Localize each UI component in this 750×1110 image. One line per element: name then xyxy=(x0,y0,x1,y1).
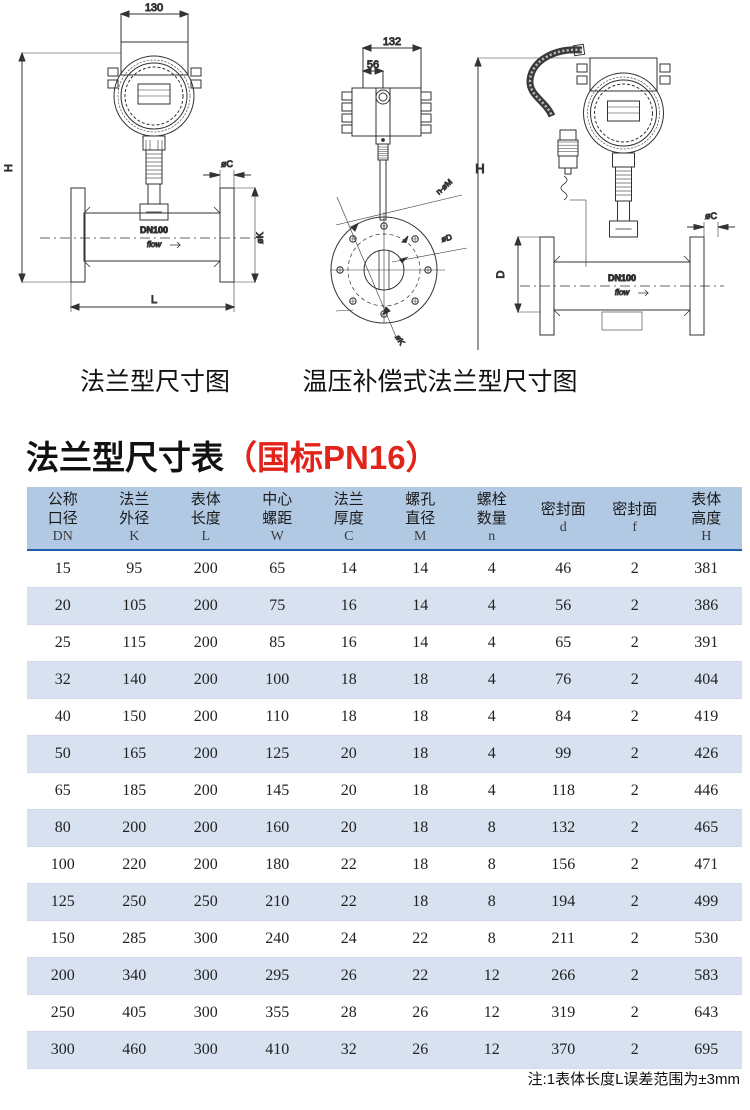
svg-text:D: D xyxy=(495,270,507,278)
svg-text:øK: øK xyxy=(255,232,265,244)
svg-text:H: H xyxy=(475,161,484,176)
svg-text:n-øM: n-øM xyxy=(434,177,454,196)
svg-text:DN100: DN100 xyxy=(608,273,636,283)
svg-text:56: 56 xyxy=(367,59,379,71)
svg-text:L: L xyxy=(151,294,157,306)
svg-text:flow: flow xyxy=(615,288,630,297)
svg-text:flow: flow xyxy=(147,240,162,249)
svg-text:DN100: DN100 xyxy=(140,225,168,235)
svg-text:øC: øC xyxy=(705,211,717,221)
svg-text:H: H xyxy=(3,164,15,172)
svg-text:øC: øC xyxy=(221,159,233,169)
svg-text:132: 132 xyxy=(383,36,401,48)
svg-text:130: 130 xyxy=(145,2,163,14)
svg-text:øD: øD xyxy=(440,233,453,244)
